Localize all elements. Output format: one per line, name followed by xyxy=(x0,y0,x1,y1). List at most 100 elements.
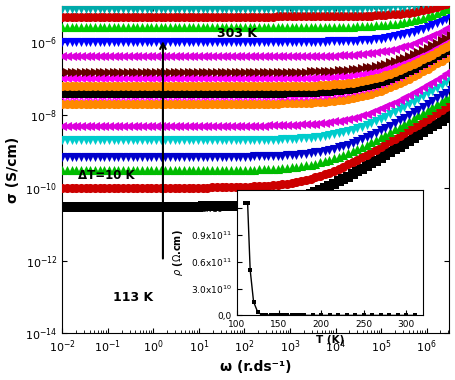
Point xyxy=(124,24,131,30)
Point xyxy=(363,163,370,169)
Point xyxy=(330,146,338,152)
Point xyxy=(269,101,277,107)
Point xyxy=(87,13,94,19)
Point xyxy=(429,0,436,5)
Point xyxy=(352,312,359,318)
Point xyxy=(405,112,413,118)
Point xyxy=(405,57,413,63)
Point xyxy=(124,39,131,45)
Point xyxy=(443,79,450,85)
Point xyxy=(283,94,291,100)
Point xyxy=(194,54,202,60)
Point xyxy=(363,152,370,158)
Point xyxy=(391,11,399,17)
Point xyxy=(176,185,183,191)
Point xyxy=(400,78,408,84)
Point xyxy=(110,69,117,75)
Point xyxy=(363,79,370,86)
Point xyxy=(387,149,394,155)
Point xyxy=(387,47,394,53)
Point xyxy=(298,93,305,100)
Point xyxy=(400,59,408,65)
Point xyxy=(279,94,286,100)
Point xyxy=(293,39,300,45)
Point xyxy=(68,137,75,143)
Point xyxy=(218,167,225,173)
Point xyxy=(443,50,450,56)
Point xyxy=(452,109,455,115)
Point xyxy=(77,39,85,45)
Point xyxy=(232,13,239,19)
Point xyxy=(218,94,225,100)
Point xyxy=(194,123,202,129)
Point xyxy=(185,101,192,107)
Point xyxy=(176,94,183,100)
Point xyxy=(265,86,272,92)
Point xyxy=(307,0,314,2)
Point xyxy=(396,57,403,63)
Point xyxy=(316,85,324,91)
Point xyxy=(73,0,80,2)
Point xyxy=(167,154,174,160)
Point xyxy=(318,312,325,318)
Point xyxy=(138,75,146,81)
Point xyxy=(138,123,146,129)
Point xyxy=(316,0,324,2)
Point xyxy=(443,0,450,6)
Point xyxy=(420,26,427,32)
Point xyxy=(208,39,216,45)
Point xyxy=(410,55,417,61)
Point xyxy=(213,90,221,96)
Point xyxy=(293,83,300,89)
Point xyxy=(349,85,356,91)
Point xyxy=(227,90,234,96)
Point xyxy=(143,185,150,191)
Point xyxy=(255,183,263,189)
Point xyxy=(124,123,131,129)
Point xyxy=(251,0,258,2)
Point xyxy=(167,24,174,30)
Point xyxy=(82,86,89,92)
Point xyxy=(106,154,113,160)
Point xyxy=(312,160,319,166)
Point xyxy=(312,68,319,74)
Point xyxy=(96,167,103,173)
Point xyxy=(377,62,384,68)
Point xyxy=(293,89,300,95)
Point xyxy=(63,39,71,45)
Point xyxy=(129,6,136,12)
Point xyxy=(59,86,66,92)
Point xyxy=(194,86,202,92)
Point xyxy=(429,12,436,18)
Point xyxy=(213,123,221,129)
Point xyxy=(265,24,272,30)
Point xyxy=(452,33,455,39)
Point xyxy=(316,173,324,179)
Point xyxy=(283,180,291,187)
Point xyxy=(204,184,211,190)
Point xyxy=(368,139,375,145)
Point xyxy=(162,69,169,75)
Point xyxy=(405,70,413,76)
Point xyxy=(157,185,164,191)
Point xyxy=(260,13,268,19)
Point xyxy=(447,42,455,48)
Point xyxy=(167,84,174,90)
Point xyxy=(400,65,408,71)
Point xyxy=(162,94,169,100)
Point xyxy=(190,84,197,90)
Point xyxy=(415,8,422,14)
Point xyxy=(302,177,309,183)
Point xyxy=(227,54,234,60)
Point xyxy=(354,71,361,78)
Point xyxy=(241,167,248,173)
Point xyxy=(298,135,305,141)
Point xyxy=(349,52,356,58)
Point xyxy=(316,93,324,99)
Point xyxy=(152,185,160,191)
Point xyxy=(283,100,291,106)
Point xyxy=(405,138,413,144)
Point xyxy=(396,20,403,26)
Point xyxy=(124,167,131,173)
Point xyxy=(354,66,361,72)
